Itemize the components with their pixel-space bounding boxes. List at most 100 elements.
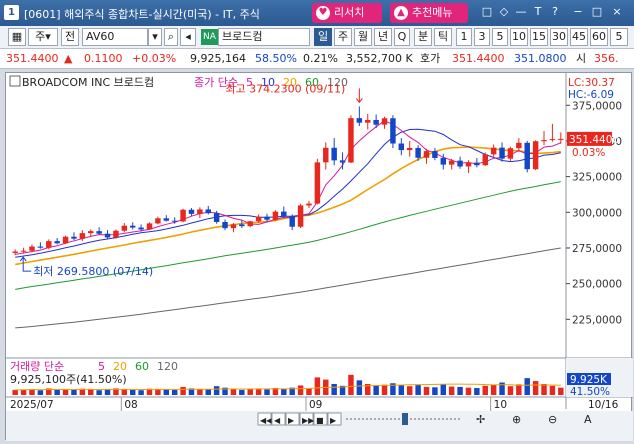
period-week[interactable]: 주 (334, 28, 352, 46)
stock-select[interactable]: 주▾ (28, 28, 58, 46)
nav-button-bg (299, 412, 314, 426)
price-tag: 351.4400 (569, 134, 619, 146)
candle (465, 160, 472, 174)
volume-bar (297, 385, 304, 395)
interval-3[interactable]: 3 (474, 28, 490, 46)
help-icon[interactable]: ? (552, 5, 558, 18)
first-icon[interactable]: ◀◀ (257, 412, 273, 426)
candle (37, 242, 44, 249)
candle-body (373, 119, 379, 125)
date-label: 08 (124, 399, 137, 411)
text-icon[interactable]: T (534, 5, 542, 18)
last-icon[interactable]: ▶ (327, 412, 342, 426)
volume-bar (440, 384, 447, 395)
price-change: 0.1100 (84, 52, 123, 65)
y-tick-label: 375,0000 (572, 100, 622, 112)
thumbs-up-icon: ▲ (394, 6, 408, 20)
candle-body (549, 139, 556, 141)
volume-bar (432, 387, 438, 395)
candle-body (163, 218, 170, 221)
code-dropdown-icon[interactable]: ▾ (148, 28, 162, 46)
type-select[interactable]: 전 (61, 28, 79, 46)
ma10-line (15, 128, 561, 258)
candlestick-chart[interactable]: 375,0000350,0000325,0000300,0000275,0000… (6, 73, 633, 441)
candle-body (129, 225, 136, 228)
next-icon[interactable]: ▶▶ (299, 412, 315, 426)
stop-icon[interactable]: ■ (313, 412, 328, 426)
period-day[interactable]: 일 (314, 28, 332, 46)
price-info-bar: 351.4400 ▲ 0.1100 +0.03% 9,925,164 58.50… (0, 49, 634, 69)
candle-body (88, 231, 94, 234)
volume-bar (465, 387, 472, 395)
period-month[interactable]: 월 (354, 28, 372, 46)
period-minute[interactable]: 분 (414, 28, 432, 46)
nav-button-glyph: ■ (316, 416, 324, 425)
volume-tag-bg (567, 373, 611, 385)
candle-body (499, 147, 505, 159)
volume-tag: 9.925K (570, 374, 608, 386)
chart-nav-controls[interactable]: ◀◀ ◀ ▶ ▶▶ ■ ▶ ✢ ⊕ ⊖ A (6, 411, 633, 441)
candle-body (281, 211, 287, 217)
volume-bar (314, 377, 321, 395)
ask-price: 351.0800 (514, 52, 567, 65)
tool-icon[interactable]: ▦ (8, 28, 26, 46)
candle-body (516, 142, 522, 149)
candle-body (222, 222, 228, 229)
ma60-line (15, 181, 561, 290)
volume-bar (113, 388, 119, 395)
period-quarter[interactable]: Q (394, 28, 410, 46)
play-icon[interactable]: ▶ (285, 412, 300, 426)
interval-30[interactable]: 30 (550, 28, 568, 46)
crosshair-icon: ✢ (476, 413, 485, 426)
minimize-icon[interactable]: − (573, 5, 583, 18)
chart-settings-icon (9, 75, 21, 87)
period-year[interactable]: 년 (374, 28, 392, 46)
maximize-icon[interactable]: □ (591, 5, 603, 18)
interval-45[interactable]: 45 (570, 28, 588, 46)
volume-bar (281, 388, 287, 395)
code-input[interactable]: AV60 (82, 28, 148, 46)
interval-10[interactable]: 10 (510, 28, 528, 46)
recommend-menu-button[interactable]: ▲ 추천메뉴 (390, 3, 468, 23)
candle-body (239, 224, 245, 227)
candle (306, 200, 312, 209)
chart-panel[interactable]: 375,0000350,0000325,0000300,0000275,0000… (5, 72, 633, 441)
prev-icon[interactable]: ◀ (271, 412, 286, 426)
volume-bar (163, 389, 170, 395)
candle (507, 146, 514, 161)
legend-ma-120: 120 (327, 76, 348, 89)
date-end-label: 10/16 (588, 399, 619, 411)
link-icon[interactable]: ◇ (499, 5, 509, 18)
candle (381, 116, 388, 129)
window-number-icon[interactable]: 1 (4, 5, 19, 20)
candle-body (297, 205, 304, 227)
candle (264, 213, 270, 223)
candle (448, 158, 455, 170)
volume-bar (272, 388, 279, 395)
interval-60[interactable]: 60 (590, 28, 608, 46)
volume-bar (482, 385, 488, 395)
restore-icon[interactable]: □ (481, 5, 493, 18)
volume-bar (247, 389, 253, 395)
legend-ma-60: 60 (305, 76, 319, 89)
zoom-slider[interactable] (346, 413, 462, 425)
interval-5[interactable]: 5 (492, 28, 508, 46)
close-icon[interactable]: × (612, 5, 622, 18)
search-icon[interactable]: ⌕ (164, 28, 178, 46)
legend-ma-5: 5 (246, 76, 253, 89)
speaker-icon[interactable]: ◂ (180, 28, 196, 46)
interval-15[interactable]: 15 (530, 28, 548, 46)
research-button[interactable]: ♥ 리서치 (312, 3, 382, 23)
interval-custom[interactable]: 5 (610, 28, 628, 46)
y-tick-label: 300,0000 (572, 207, 622, 219)
candle (516, 138, 522, 152)
candle (281, 206, 287, 219)
interval-1[interactable]: 1 (456, 28, 472, 46)
volume-bar (490, 384, 497, 395)
candle-body (71, 236, 77, 239)
minimize-bar-icon[interactable]: — (515, 5, 527, 18)
volume-bar (171, 389, 178, 395)
candle (171, 217, 178, 224)
period-tick[interactable]: 틱 (434, 28, 452, 46)
chart-stock-name: BROADCOM INC 브로드컴 (22, 76, 154, 89)
